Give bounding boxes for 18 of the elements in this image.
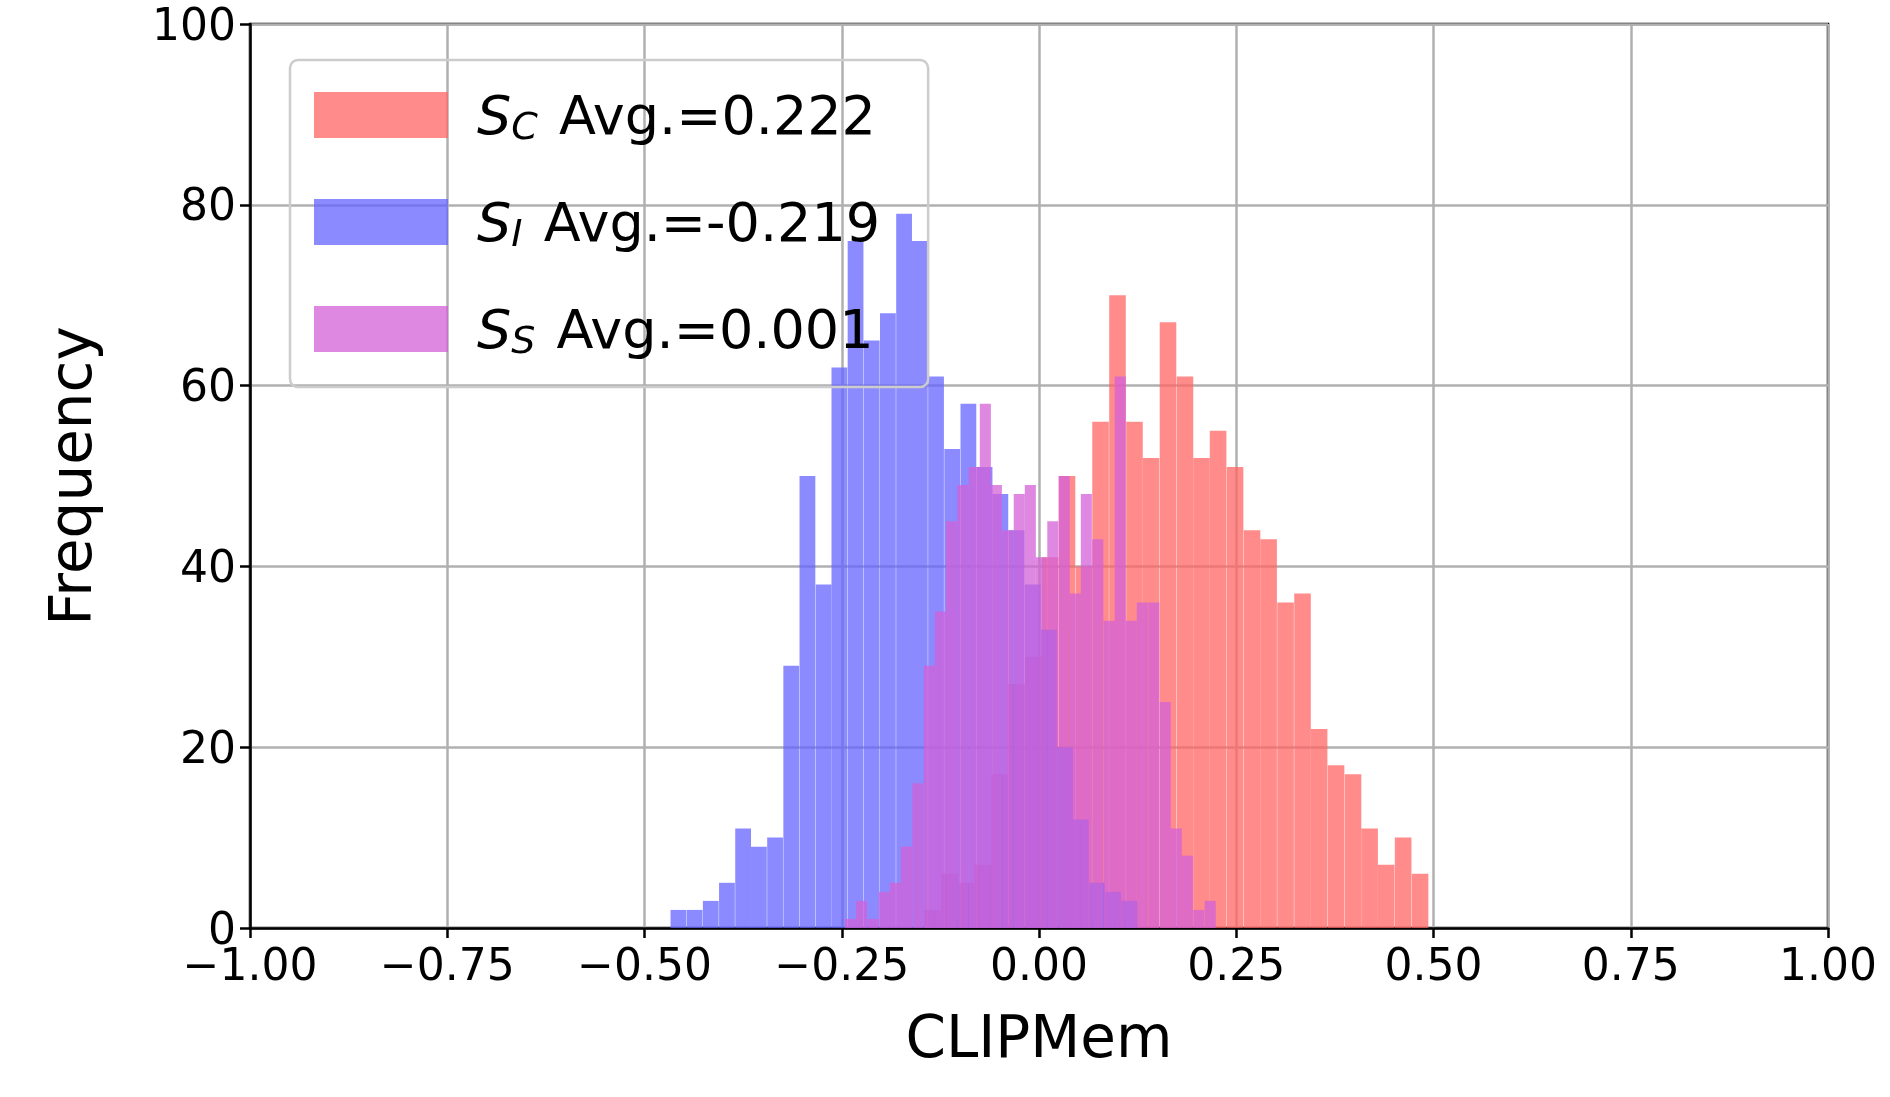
y-axis-title: Frequency (37, 326, 105, 626)
y-tick-label: 80 (180, 179, 236, 231)
y-tick-label: 100 (152, 0, 236, 50)
x-tick-label: −0.75 (379, 938, 515, 990)
x-tick-label: 0.00 (990, 938, 1088, 990)
legend-label: SI Avg.=-0.219 (477, 190, 881, 255)
y-tick-label: 60 (180, 360, 236, 412)
x-tick-label: 1.00 (1779, 938, 1877, 990)
legend-label: SS Avg.=0.001 (477, 297, 874, 362)
x-tick-label: 0.75 (1581, 938, 1680, 990)
y-tick-label: 20 (180, 721, 236, 773)
x-tick-label: −0.25 (774, 938, 910, 990)
x-tick-label: 0.50 (1384, 938, 1483, 990)
x-tick-label: 0.25 (1187, 938, 1286, 990)
legend-label: SC Avg.=0.222 (477, 83, 876, 148)
x-axis-title: CLIPMem (905, 1003, 1173, 1071)
y-tick-label: 40 (180, 540, 236, 592)
x-tick-label: −0.50 (577, 938, 712, 990)
